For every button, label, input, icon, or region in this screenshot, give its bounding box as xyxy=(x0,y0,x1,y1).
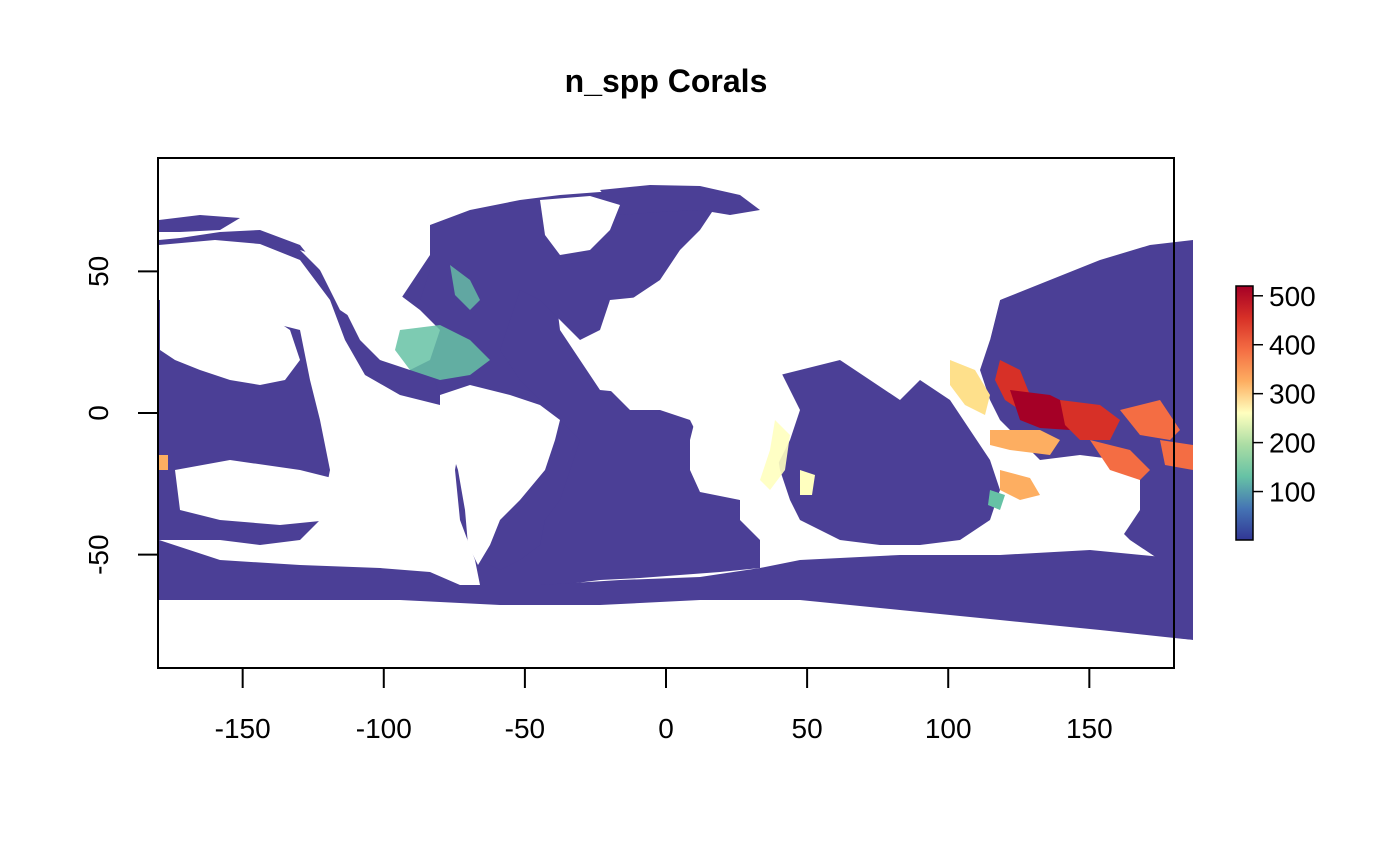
legend-tick-label: 500 xyxy=(1269,281,1316,312)
legend-tick-label: 400 xyxy=(1269,330,1316,361)
coral-richness-hotspots xyxy=(159,265,1193,510)
species-richness-raster xyxy=(159,159,1193,677)
legend-tick-label: 300 xyxy=(1269,379,1316,410)
y-tick-label: 50 xyxy=(83,256,114,287)
legend-ticks: 100 200 300 400 500 xyxy=(1253,281,1316,508)
x-tick-label: -150 xyxy=(215,713,271,744)
legend-colorbar xyxy=(1235,285,1254,541)
x-axis: -150 -100 -50 0 50 100 150 xyxy=(215,667,1113,744)
y-tick-label: 0 xyxy=(83,405,114,421)
legend-tick-label: 100 xyxy=(1269,477,1316,508)
land-masses xyxy=(159,196,1193,677)
y-axis: 50 0 -50 xyxy=(83,256,159,575)
x-tick-label: -50 xyxy=(505,713,545,744)
legend-tick-label: 200 xyxy=(1269,428,1316,459)
x-tick-label: 0 xyxy=(658,713,674,744)
x-tick-label: -100 xyxy=(356,713,412,744)
color-legend: 100 200 300 400 500 xyxy=(1235,281,1316,541)
x-tick-label: 50 xyxy=(792,713,823,744)
y-tick-label: -50 xyxy=(83,534,114,574)
map-title: n_spp Corals xyxy=(565,63,768,99)
x-tick-label: 150 xyxy=(1066,713,1113,744)
x-tick-label: 100 xyxy=(925,713,972,744)
